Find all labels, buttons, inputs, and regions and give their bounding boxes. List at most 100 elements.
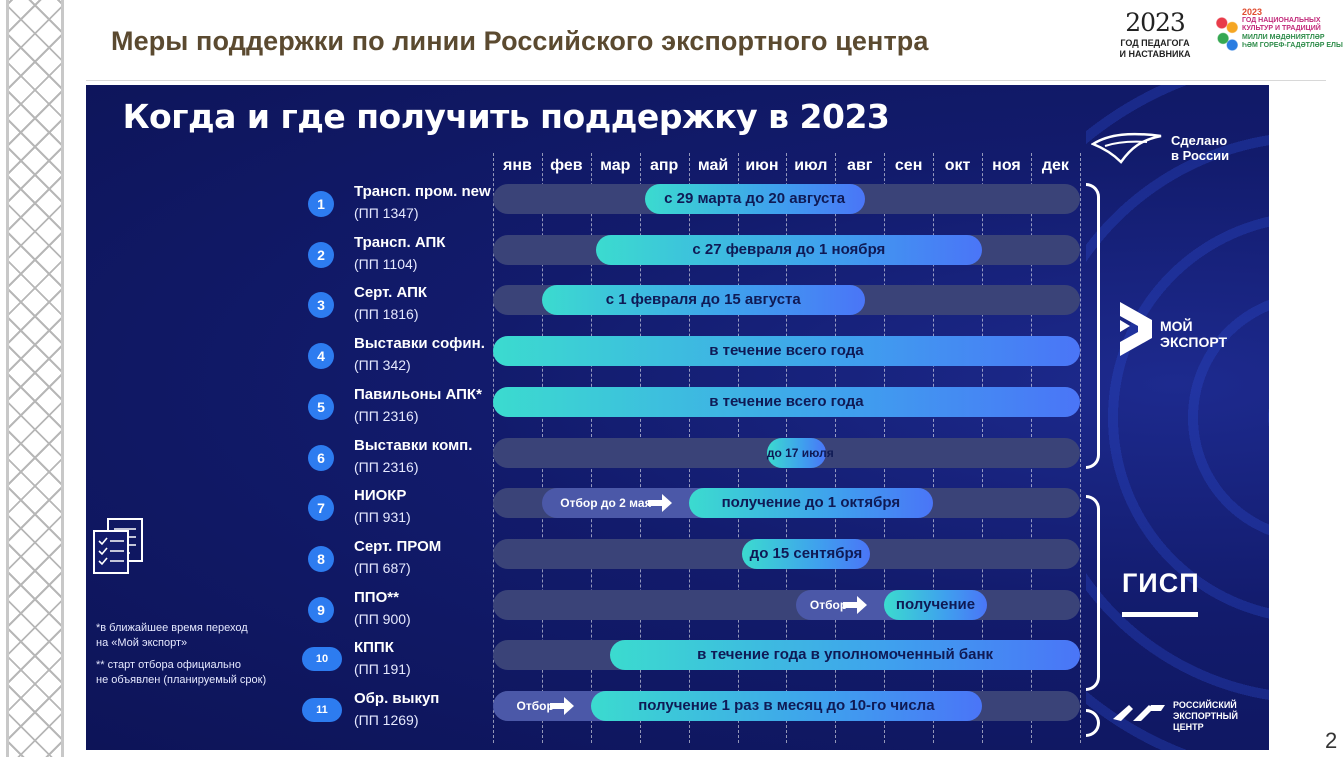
measure-name: КППК (354, 639, 394, 657)
measure-name: Трансп. АПК (354, 233, 446, 251)
my-export-emblem-icon (1120, 302, 1152, 356)
support-period-bar: получение до 1 октября (688, 488, 934, 519)
right-arrow-icon (843, 595, 868, 614)
rec-text: РОССИЙСКИЙ ЭКСПОРТНЫЙ ЦЕНТР (1173, 700, 1238, 733)
support-period-bar: до 17 июля (766, 437, 834, 468)
month-header-6: июн (745, 157, 779, 174)
gisp-text: ГИСП (1122, 568, 1200, 598)
month-header-8: авг (847, 157, 873, 174)
bird-wing-icon (1091, 132, 1162, 164)
made-in-russia-line1: Сделано (1171, 133, 1228, 148)
measure-decree: (ПП 687) (354, 559, 411, 576)
footnote-2-line2: не объявлен (планируемый срок) (96, 674, 267, 686)
month-header-9: сен (894, 157, 923, 174)
culture-logo-line4: МИЛЛИ МӘДӘНИЯТЛӘР (1242, 33, 1325, 41)
right-arrow-icon (647, 494, 672, 513)
logo-year-caption-2: И НАСТАВНИКА (1119, 49, 1191, 59)
month-header-5: май (697, 157, 729, 174)
title-divider (86, 80, 1326, 81)
support-period-bar: получение 1 раз в месяц до 10-го числа (590, 691, 982, 721)
support-timeline-infographic: Когда и где получить поддержку в 2023 Сд… (86, 85, 1269, 750)
row-number-badge: 6 (308, 444, 334, 471)
footnote-2-line1: ** старт отбора официально (96, 659, 241, 671)
footnote-2: ** старт отбора официально не объявлен (… (96, 658, 266, 688)
measure-name: НИОКР (354, 487, 407, 505)
my-export-line1: МОЙ (1160, 318, 1193, 334)
measure-name: Обр. выкуп (354, 690, 440, 707)
support-period-bar: получение (884, 589, 987, 620)
measure-name: Павильоны АПК* (354, 385, 482, 403)
support-period-bar: с 29 марта до 20 августа (644, 184, 865, 214)
row-number-badge: 1 (308, 191, 334, 217)
support-period-bar: с 27 февраля до 1 ноября (595, 234, 982, 265)
measure-decree: (ПП 900) (354, 610, 411, 627)
measure-name: ППО** (354, 588, 399, 606)
row-number-badge: 11 (302, 698, 342, 722)
month-header-4: апр (649, 157, 679, 174)
culture-logo-year: 2023 (1242, 7, 1263, 17)
row-number-badge: 3 (308, 292, 334, 319)
month-header-11: ноя (992, 157, 1021, 174)
row-number-badge: 4 (308, 343, 334, 370)
rec-emblem-icon (1113, 705, 1165, 721)
infographic-title: Когда и где получить поддержку в 2023 (122, 97, 890, 136)
row-number-badge: 10 (302, 647, 342, 672)
measure-decree: (ПП 191) (354, 661, 411, 678)
right-arrow-icon (549, 697, 574, 715)
made-in-russia-logo: Сделано в России (1091, 130, 1241, 170)
measure-name: Выставки комп. (354, 436, 473, 454)
culture-logo-line2: ГОД НАЦИОНАЛЬНЫХ (1242, 16, 1321, 24)
background-decoration (1086, 85, 1269, 750)
gisp-group-brace (1086, 495, 1100, 691)
measure-decree: (ПП 1816) (354, 306, 419, 323)
my-export-group-brace (1086, 183, 1100, 469)
made-in-russia-text: Сделано в России (1171, 133, 1229, 163)
measure-decree: (ПП 1104) (354, 255, 418, 272)
row-number-badge: 5 (308, 393, 334, 420)
selection-period-bar: Отбор (493, 691, 606, 721)
measure-name: Трансп. пром. new (354, 183, 491, 200)
month-header-12: дек (1041, 157, 1069, 174)
measure-decree: (ПП 931) (354, 509, 411, 526)
measure-name: Выставки софин. (354, 335, 485, 353)
timeline-track (493, 589, 1080, 620)
month-header-10: окт (944, 157, 971, 174)
rec-line1: РОССИЙСКИЙ (1173, 700, 1237, 710)
flower-emblem-icon (1214, 12, 1240, 56)
rec-line2: ЭКСПОРТНЫЙ (1173, 711, 1238, 721)
culture-logo-line3: КУЛЬТУР И ТРАДИЦИЙ (1242, 25, 1321, 32)
gisp-logo: ГИСП (1122, 568, 1200, 618)
selection-label: Отбор до 2 мая (560, 496, 652, 511)
row-number-badge: 7 (308, 495, 334, 522)
month-header-2: фев (550, 157, 583, 174)
support-period-bar: в течение всего года (493, 336, 1080, 367)
measure-decree: (ПП 342) (354, 357, 411, 374)
selection-period-bar: Отбор до 2 мая (541, 488, 704, 519)
logo-year-caption-1: ГОД ПЕДАГОГА (1120, 38, 1190, 48)
culture-logo-text: 2023 ГОД НАЦИОНАЛЬНЫХ КУЛЬТУР И ТРАДИЦИЙ… (1242, 8, 1343, 51)
document-checklist-icon (93, 518, 143, 574)
row-number-badge: 2 (308, 241, 334, 268)
measure-decree: (ПП 2316) (354, 458, 419, 475)
russian-export-center-logo: РОССИЙСКИЙ ЭКСПОРТНЫЙ ЦЕНТР (1111, 695, 1261, 735)
measure-name: Серт. АПК (354, 284, 428, 302)
measure-name: Серт. ПРОМ (354, 537, 442, 555)
selection-label: Отбор (809, 597, 848, 612)
my-export-logo: МОЙ ЭКСПОРТ (1116, 298, 1246, 362)
month-gridline (1080, 153, 1081, 743)
rec-line3: ЦЕНТР (1173, 722, 1204, 732)
year-of-teacher-logo: 2023 ГОД ПЕДАГОГА И НАСТАВНИКА (1118, 8, 1192, 60)
month-header-1: янв (503, 157, 532, 174)
left-ornament-strip (6, 0, 64, 757)
footnote-1-line2: на «Мой экспорт» (96, 637, 188, 649)
month-header-3: мар (600, 157, 631, 174)
my-export-text: МОЙ ЭКСПОРТ (1160, 318, 1227, 350)
measure-decree: (ПП 2316) (354, 407, 419, 424)
support-period-bar: с 1 февраля до 15 августа (541, 285, 865, 316)
page-title: Меры поддержки по линии Российского эксп… (111, 26, 929, 56)
logo-year-digits: 2023 (1125, 8, 1186, 37)
my-export-line2: ЭКСПОРТ (1160, 334, 1228, 350)
footnote-1-line1: *в ближайшее время переход (96, 622, 248, 634)
row-number-badge: 8 (308, 545, 334, 572)
measure-decree: (ПП 1347) (354, 205, 419, 221)
